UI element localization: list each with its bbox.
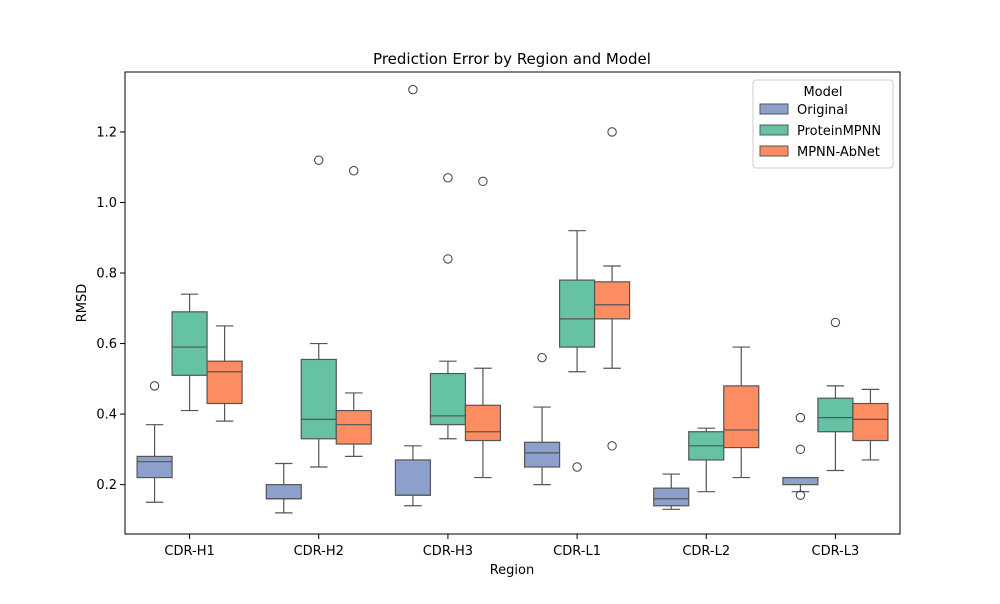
box-original-cdr-h2 <box>265 462 302 514</box>
outlier-point <box>795 412 806 423</box>
box-iqr <box>817 397 854 433</box>
box-iqr <box>593 281 631 320</box>
x-tick-label-cdr-l3: CDR-L3 <box>812 544 860 559</box>
plot-area-frame <box>124 71 901 535</box>
x-tick-label-cdr-h3: CDR-H3 <box>423 544 473 559</box>
box-mpnn-abnet-cdr-h3 <box>464 176 502 479</box>
y-tick-label: 1.2 <box>96 125 117 140</box>
outlier-point <box>408 84 418 95</box>
box-iqr <box>394 459 432 496</box>
outlier-point <box>795 444 806 455</box>
legend-swatch-mpnn-abnet <box>759 145 789 157</box>
box-proteinmpnn-cdr-l2 <box>688 427 725 493</box>
box-mpnn-abnet-cdr-h1 <box>206 325 243 422</box>
legend-swatch-proteinmpnn <box>759 124 789 136</box>
y-tick-label: 0.8 <box>96 267 117 282</box>
outlier-point <box>830 317 841 328</box>
outlier-point <box>314 155 324 165</box>
box-mpnn-abnet-cdr-l3 <box>852 388 889 461</box>
y-tick-label: 1.0 <box>96 196 117 211</box>
box-original-cdr-h1 <box>136 381 173 503</box>
box-iqr <box>171 311 208 376</box>
box-iqr <box>723 385 760 449</box>
legend-title: Model <box>803 85 842 100</box>
outlier-point <box>607 441 617 451</box>
outlier-point <box>537 352 547 363</box>
box-iqr <box>523 441 561 468</box>
box-proteinmpnn-cdr-h3 <box>429 173 467 440</box>
outlier-point <box>443 254 453 264</box>
box-iqr <box>206 360 243 405</box>
outlier-point <box>349 166 359 176</box>
box-iqr <box>558 279 596 348</box>
box-proteinmpnn-cdr-l3 <box>817 317 854 472</box>
chart-title: Prediction Error by Region and Model <box>373 50 651 68</box>
outlier-point <box>443 173 453 183</box>
y-tick-label: 0.4 <box>96 408 117 423</box>
outlier-point <box>572 462 582 472</box>
box-iqr <box>335 409 372 445</box>
x-tick-label-cdr-l2: CDR-L2 <box>682 544 730 559</box>
box-iqr <box>464 404 502 442</box>
box-iqr <box>429 372 467 426</box>
box-iqr <box>265 484 302 500</box>
x-tick-label-cdr-h2: CDR-H2 <box>294 544 344 559</box>
y-tick-label: 0.2 <box>96 478 117 493</box>
box-original-cdr-l3 <box>782 412 819 500</box>
box-mpnn-abnet-cdr-h2 <box>335 166 372 458</box>
box-original-cdr-l1 <box>523 352 561 486</box>
x-tick-label-cdr-l1: CDR-L1 <box>553 544 601 559</box>
box-iqr <box>653 487 690 507</box>
outlier-point <box>149 381 160 391</box>
box-proteinmpnn-cdr-h2 <box>300 155 337 468</box>
box-iqr <box>782 476 819 486</box>
box-proteinmpnn-cdr-l1 <box>558 230 596 472</box>
outlier-point <box>478 176 488 187</box>
outlier-point <box>795 490 806 500</box>
box-iqr <box>300 358 337 440</box>
y-tick-label: 0.6 <box>96 337 117 352</box>
y-axis-label: RMSD <box>75 284 90 323</box>
box-proteinmpnn-cdr-h1 <box>171 293 208 412</box>
box-original-cdr-h3 <box>394 84 432 507</box>
box-mpnn-abnet-cdr-l2 <box>723 346 760 479</box>
legend: Model Original ProteinMPNN MPNN-AbNet <box>752 79 894 169</box>
legend-label-mpnn-abnet: MPNN-AbNet <box>797 145 880 160</box>
outlier-point <box>607 127 617 137</box>
legend-label-proteinmpnn: ProteinMPNN <box>797 124 881 139</box>
legend-label-original: Original <box>797 103 848 118</box>
box-mpnn-abnet-cdr-l1 <box>593 127 631 451</box>
box-iqr <box>136 455 173 479</box>
legend-swatch-original <box>759 103 789 115</box>
box-iqr <box>852 402 889 442</box>
x-tick-label-cdr-h1: CDR-H1 <box>164 544 214 559</box>
x-axis-label: Region <box>490 563 535 578</box>
box-original-cdr-l2 <box>653 473 690 510</box>
